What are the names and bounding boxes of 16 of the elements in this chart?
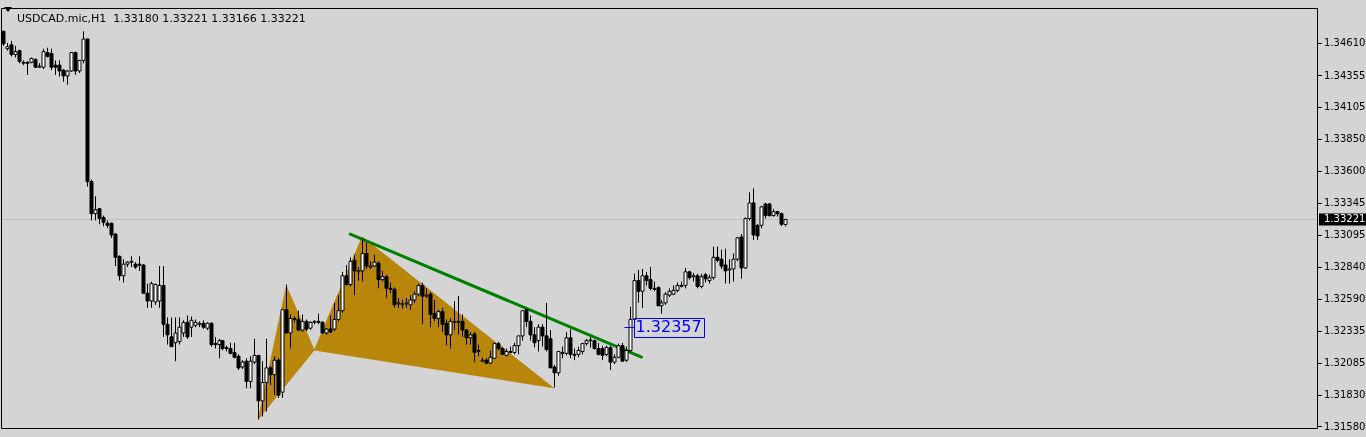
- y-tick-label: 1.34610: [1324, 37, 1366, 49]
- annotation: 1.32357: [635, 316, 702, 336]
- y-tick-label: 1.34355: [1324, 69, 1366, 81]
- y-tick-label: 1.31830: [1324, 388, 1366, 400]
- chart-title: USDCAD.mic,H1 1.33180 1.33221 1.33166 1.33221: [17, 11, 306, 25]
- y-tick-label: 1.33345: [1324, 197, 1366, 209]
- y-tick-label: 1.32840: [1324, 261, 1366, 273]
- y-tick-label: 1.34105: [1324, 101, 1366, 113]
- y-tick-label: 1.33850: [1324, 133, 1366, 145]
- y-tick-label: 1.32085: [1324, 356, 1366, 368]
- ref-line-label: 1.33221: [1324, 212, 1366, 224]
- y-tick-label: 1.32335: [1324, 325, 1366, 337]
- y-tick-label: 1.31580: [1324, 420, 1366, 432]
- y-tick-label: 1.33600: [1324, 165, 1366, 177]
- y-tick-label: 1.33095: [1324, 228, 1366, 240]
- y-tick-label: 1.32590: [1324, 292, 1366, 304]
